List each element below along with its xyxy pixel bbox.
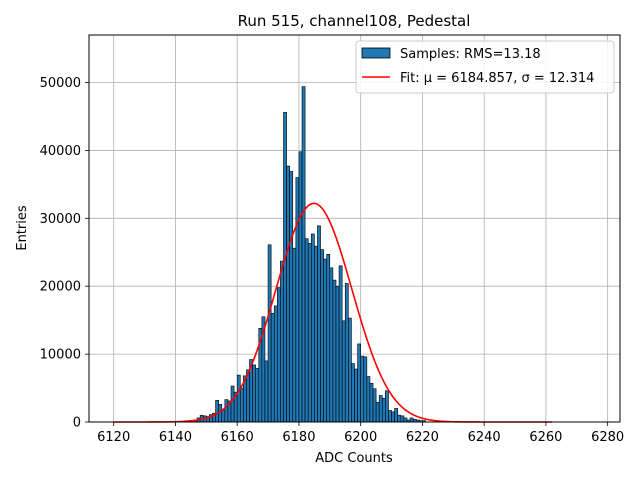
histogram-bar	[298, 151, 303, 423]
histogram-bar	[341, 320, 346, 423]
histogram-bar	[304, 238, 309, 423]
x-axis-label: ADC Counts	[315, 451, 393, 466]
histogram-bar	[351, 363, 355, 423]
histogram-bar	[329, 267, 334, 423]
histogram-bar	[286, 165, 290, 423]
histogram-bar	[277, 287, 281, 423]
histogram-bar	[320, 249, 324, 423]
histogram-bar	[317, 225, 321, 423]
x-tick-label: 6280	[591, 430, 624, 445]
histogram-bar	[307, 243, 312, 423]
histogram-bar	[236, 374, 241, 423]
histogram-bar	[360, 355, 365, 423]
histogram-bar	[255, 368, 260, 423]
histogram-bar	[394, 408, 399, 423]
histogram-bar	[264, 360, 269, 423]
y-tick-label: 50000	[40, 76, 81, 91]
x-tick-label: 6220	[406, 430, 439, 445]
histogram-bar	[391, 411, 395, 423]
histogram-bar	[267, 244, 272, 423]
legend-samples-swatch	[361, 47, 391, 59]
x-tick-label: 6180	[282, 430, 315, 445]
histogram-bar	[323, 258, 328, 423]
x-tick-label: 6200	[344, 430, 377, 445]
histogram-bar	[239, 387, 244, 423]
legend: Samples: RMS=13.18 Fit: μ = 6184.857, σ …	[355, 40, 615, 94]
histogram-bar	[372, 388, 377, 423]
y-axis-ticks: 0 10000 20000 30000 40000 50000	[40, 76, 89, 431]
histogram-bar	[270, 313, 275, 423]
y-tick-label: 30000	[40, 212, 81, 227]
histogram-bar	[332, 279, 337, 423]
legend-samples-label: Samples: RMS=13.18	[400, 47, 541, 62]
histogram-bar	[230, 385, 235, 423]
histogram-bar	[363, 356, 368, 423]
histogram-bar	[369, 382, 374, 423]
y-tick-label: 20000	[40, 280, 81, 295]
histogram-bar	[221, 410, 226, 423]
histogram-bar	[357, 343, 361, 423]
legend-fit-label: Fit: μ = 6184.857, σ = 12.314	[400, 71, 594, 86]
x-tick-label: 6260	[529, 430, 562, 445]
histogram-bar	[289, 171, 294, 423]
histogram-bar	[375, 402, 380, 423]
histogram-bar	[292, 247, 297, 423]
x-tick-label: 6120	[97, 430, 130, 445]
histogram-bar	[310, 233, 315, 423]
histogram-bar	[354, 368, 358, 423]
histogram-bar	[400, 415, 405, 423]
histogram-bar	[338, 265, 343, 423]
y-axis-label: Entries	[15, 205, 30, 251]
x-axis-ticks: 6120 6140 6160 6180 6200 6220 6240 6260 6280	[97, 422, 624, 445]
histogram-bar	[273, 305, 278, 423]
histogram-bar	[348, 317, 352, 423]
histogram-bar	[301, 86, 306, 423]
histogram-bar	[381, 397, 386, 423]
histogram-bar	[295, 177, 300, 423]
histogram-bar	[283, 112, 287, 423]
histogram-bar	[280, 260, 284, 423]
y-tick-label: 10000	[40, 348, 81, 363]
histogram-bar	[335, 285, 340, 423]
x-tick-label: 6140	[159, 430, 192, 445]
histogram-bar	[378, 395, 383, 423]
histogram-bar	[215, 399, 219, 423]
histogram-bar	[403, 417, 408, 423]
plot-frame	[88, 34, 621, 423]
histogram-bar	[344, 283, 349, 423]
x-tick-label: 6160	[221, 430, 254, 445]
histogram-bar	[314, 245, 318, 423]
histogram-bar	[224, 399, 229, 423]
histogram-bar	[366, 376, 371, 423]
legend-box	[355, 40, 615, 94]
y-tick-label: 0	[73, 416, 81, 431]
chart-title: Run 515, channel108, Pedestal	[238, 12, 471, 30]
y-tick-label: 40000	[40, 144, 81, 159]
histogram-bar	[388, 410, 392, 423]
histogram-bar	[252, 364, 257, 423]
x-tick-label: 6240	[468, 430, 501, 445]
histogram-bar	[409, 417, 414, 423]
histogram-bar	[397, 414, 402, 423]
histogram-bar	[385, 390, 389, 423]
histogram-bar	[326, 254, 331, 423]
